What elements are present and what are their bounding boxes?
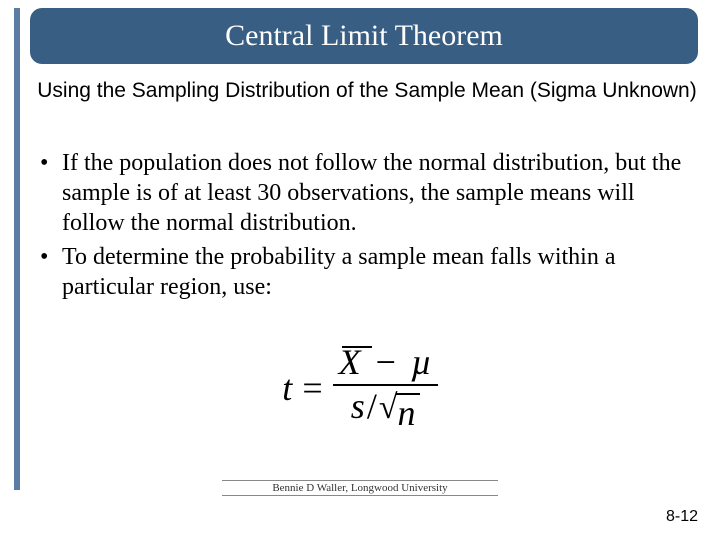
slide-title: Central Limit Theorem [225,19,503,53]
radicand: n [396,393,420,433]
fraction-bar [333,384,438,386]
bullet-item: To determine the probability a sample me… [40,242,690,302]
x-bar: X [339,344,361,382]
footer-text: Bennie D Waller, Longwood University [222,480,497,496]
slide-footer: Bennie D Waller, Longwood University [14,478,706,496]
s-symbol: s [351,386,365,426]
slash: / [365,386,379,426]
formula-container: t = X − µ s/√n [0,338,720,441]
slide-subtitle: Using the Sampling Distribution of the S… [34,78,700,104]
fraction: X − µ s/√n [333,344,438,433]
bullet-item: If the population does not follow the no… [40,148,690,238]
page-number: 8-12 [666,508,698,526]
denominator: s/√n [345,388,426,433]
formula-lhs: t [282,367,292,409]
numerator: X − µ [333,344,438,382]
bullet-list: If the population does not follow the no… [40,148,690,306]
equals-sign: = [302,367,322,409]
minus-sign: − [370,342,402,382]
title-box: Central Limit Theorem [30,8,698,64]
sqrt: √n [379,393,420,433]
slide: Central Limit Theorem Using the Sampling… [0,0,720,540]
mu-symbol: µ [411,342,432,382]
t-formula: t = X − µ s/√n [268,338,451,441]
